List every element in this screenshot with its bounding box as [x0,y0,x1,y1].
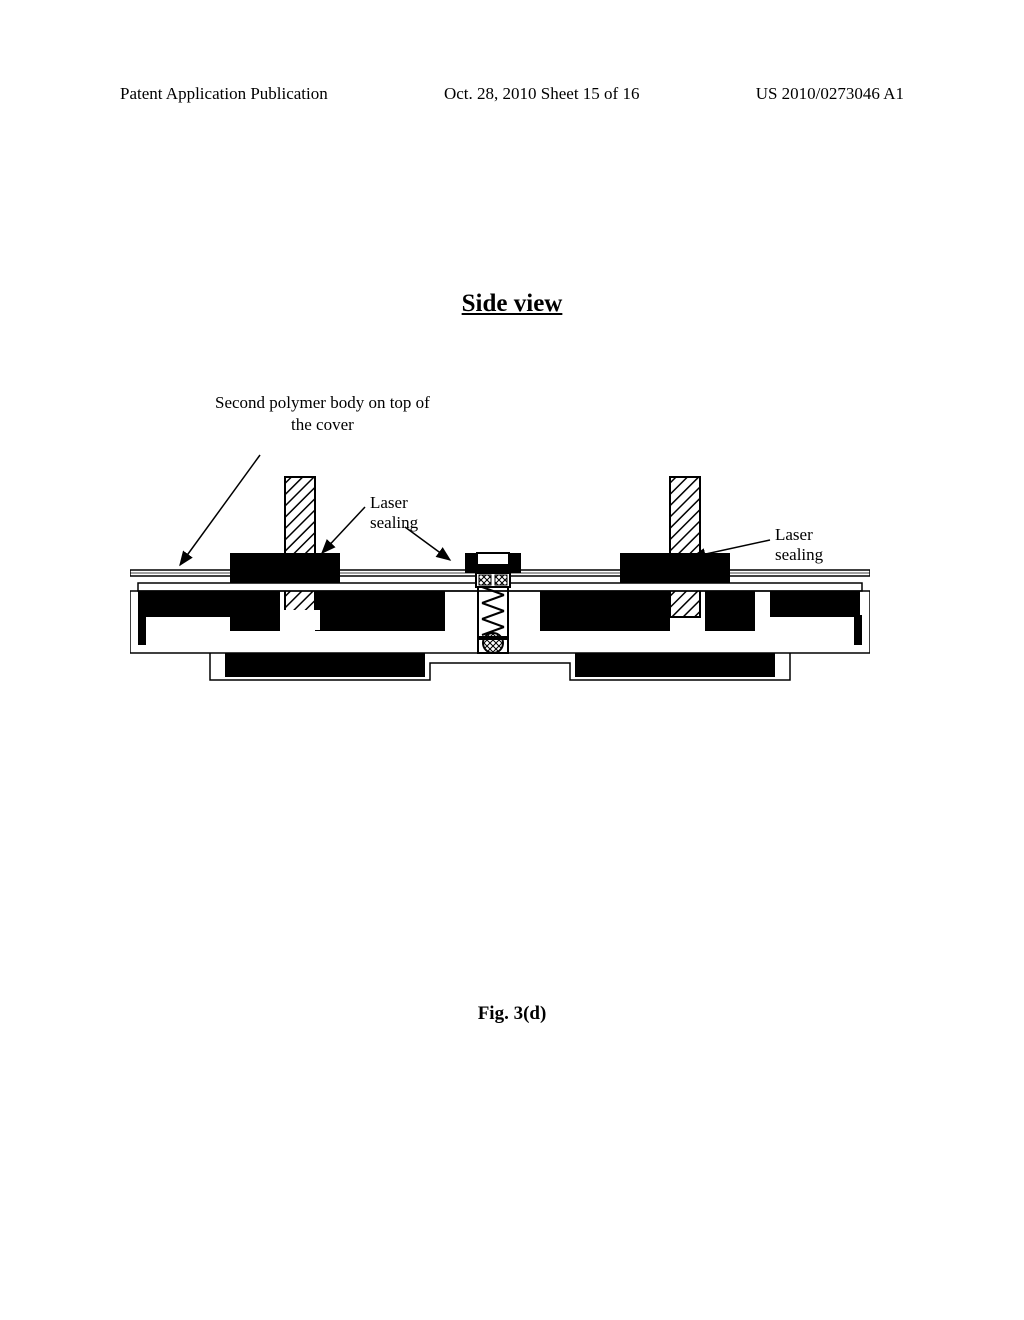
page-title: Side view [462,290,563,318]
header-left-text: Patent Application Publication [120,84,328,104]
page-header: Patent Application Publication Oct. 28, … [0,84,1024,104]
annotation-polymer-body: Second polymer body on top of the cover [215,392,430,436]
figure-label: Fig. 3(d) [478,1003,547,1025]
header-center-text: Oct. 28, 2010 Sheet 15 of 16 [444,84,639,104]
header-right-text: US 2010/0273046 A1 [756,84,904,104]
technical-diagram [130,445,870,725]
